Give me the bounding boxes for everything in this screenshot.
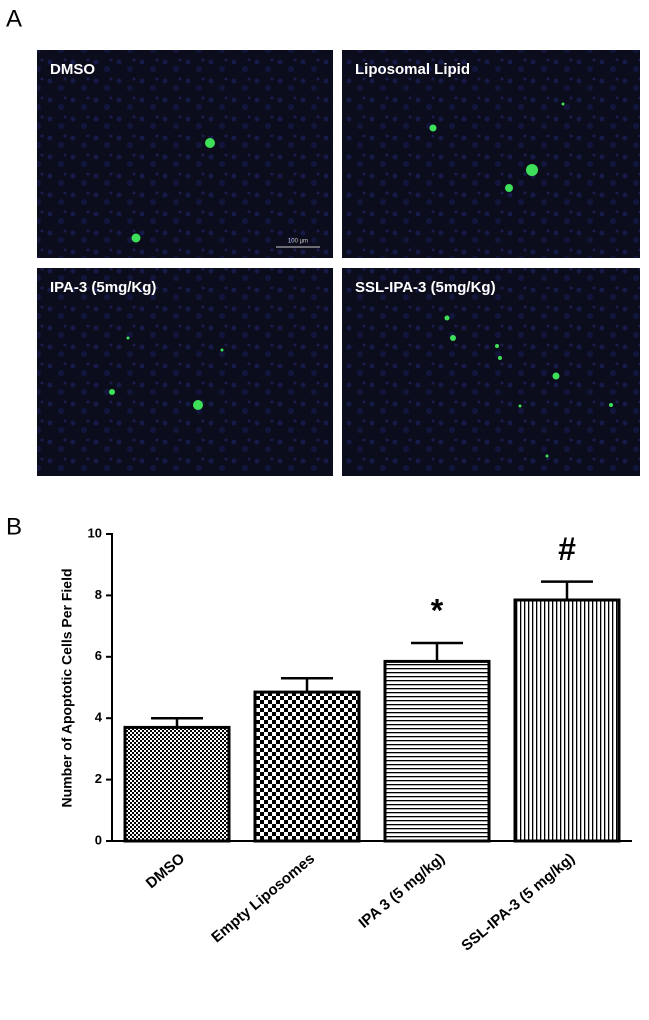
bar — [253, 690, 361, 843]
micrograph: 100 µm DMSO — [37, 50, 333, 258]
y-tick-label: 10 — [88, 525, 102, 540]
image-label: IPA-3 (5mg/Kg) — [50, 279, 156, 296]
image-label: DMSO — [50, 61, 95, 78]
x-tick-label: Empty Liposomes — [208, 850, 318, 946]
y-axis-title: Number of Apoptotic Cells Per Field — [59, 568, 75, 807]
image-label: Liposomal Lipid — [355, 61, 470, 78]
x-tick-label: SSL-IPA-3 (5 mg/kg) — [458, 850, 578, 954]
micrograph: SSL-IPA-3 (5mg/Kg) — [342, 268, 640, 476]
y-tick-label: 6 — [95, 648, 102, 663]
annotation: * — [431, 592, 444, 628]
y-tick-label: 0 — [95, 832, 102, 847]
micrograph: IPA-3 (5mg/Kg) — [37, 268, 333, 476]
bar — [383, 659, 491, 843]
y-tick-label: 2 — [95, 771, 102, 786]
micrograph: Liposomal Lipid — [342, 50, 640, 258]
y-tick-label: 4 — [95, 710, 103, 725]
bar — [513, 598, 621, 843]
image-label: SSL-IPA-3 (5mg/Kg) — [355, 279, 496, 296]
panel-label: A — [6, 5, 22, 32]
panel-label: B — [6, 513, 22, 540]
bar — [123, 725, 231, 843]
x-tick-label: DMSO — [143, 850, 189, 892]
y-tick-label: 8 — [95, 587, 102, 602]
annotation: # — [558, 531, 576, 567]
x-tick-label: IPA 3 (5 mg/kg) — [355, 850, 448, 932]
scale-bar-label: 100 µm — [288, 239, 308, 245]
